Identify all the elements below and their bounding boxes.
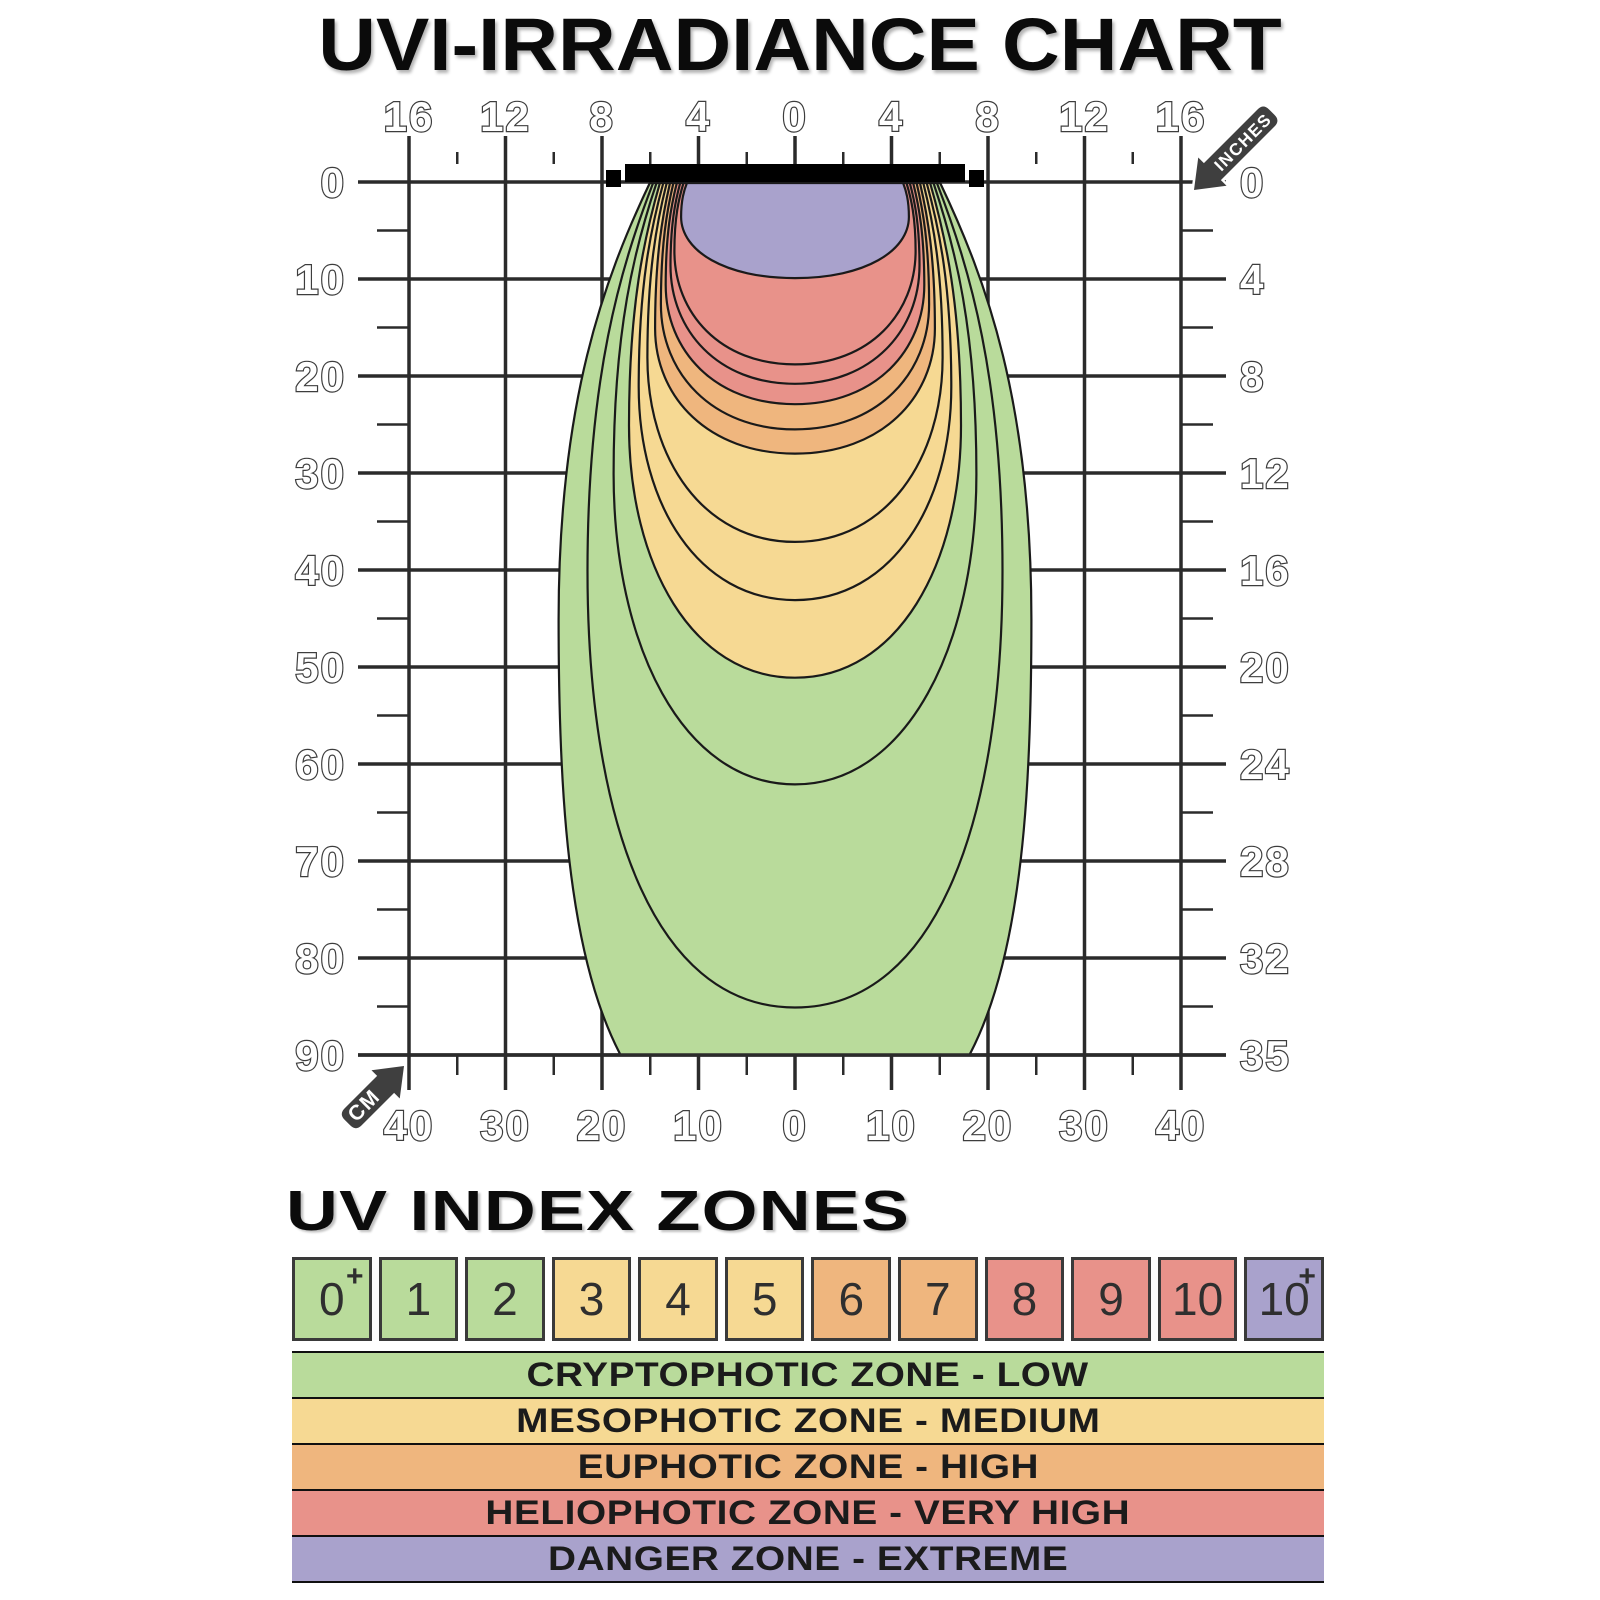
bottom-axis-label: 20 <box>963 1102 1014 1149</box>
uv-scale-box-4: 4 <box>638 1257 718 1341</box>
left-axis-label: 10 <box>295 256 346 303</box>
right-axis-label: 16 <box>1240 547 1291 594</box>
legend-row-label: CRYPTOPHOTIC ZONE - LOW <box>526 1355 1090 1394</box>
top-axis-label: 0 <box>782 93 807 140</box>
right-axis-label: 28 <box>1240 838 1291 885</box>
left-axis-label: 60 <box>295 741 346 788</box>
zone-legend: CRYPTOPHOTIC ZONE - LOW MESOPHOTIC ZONE -… <box>292 1351 1324 1583</box>
top-axis-label: 4 <box>879 93 904 140</box>
right-axis-label: 4 <box>1240 256 1265 303</box>
legend-row-label: HELIOPHOTIC ZONE - VERY HIGH <box>485 1493 1131 1532</box>
left-axis-label: 40 <box>295 547 346 594</box>
top-axis-label: 12 <box>480 93 531 140</box>
right-axis-label: 12 <box>1240 450 1291 497</box>
legend-row-very_high: HELIOPHOTIC ZONE - VERY HIGH <box>292 1489 1324 1535</box>
right-axis-label: 20 <box>1240 644 1291 691</box>
lamp-end-cap-right <box>969 170 984 187</box>
uv-index-zones-title: UV INDEX ZONES <box>286 1179 911 1243</box>
left-axis-label: 80 <box>295 935 346 982</box>
uv-scale-plus: + <box>346 1260 364 1293</box>
uv-scale-value: 6 <box>838 1273 865 1325</box>
top-axis-label: 16 <box>1156 93 1207 140</box>
uv-scale-plus: + <box>1298 1260 1316 1293</box>
left-axis-label: 20 <box>295 353 346 400</box>
uv-scale-value: 4 <box>665 1273 691 1325</box>
top-axis-label: 4 <box>686 93 711 140</box>
uv-scale-box-10+: 10 + <box>1244 1257 1324 1341</box>
bottom-axis-label: 10 <box>866 1102 917 1149</box>
legend-row-medium: MESOPHOTIC ZONE - MEDIUM <box>292 1397 1324 1443</box>
left-axis-label: 30 <box>295 450 346 497</box>
legend-row-label: MESOPHOTIC ZONE - MEDIUM <box>515 1401 1101 1440</box>
uv-scale-box-9: 9 <box>1071 1257 1151 1341</box>
uv-scale-value: 3 <box>578 1273 605 1325</box>
uv-scale-value: 5 <box>751 1273 778 1325</box>
right-axis-label: 24 <box>1240 741 1291 788</box>
lamp-end-cap-left <box>606 170 621 187</box>
uv-scale-value: 2 <box>492 1273 518 1325</box>
uv-scale-value: 8 <box>1011 1273 1038 1325</box>
uvi-contour-10+ <box>679 181 911 280</box>
left-axis-label: 70 <box>295 838 346 885</box>
top-axis-label: 8 <box>589 93 614 140</box>
uvi-contours <box>557 181 1033 1054</box>
top-axis-label: 12 <box>1059 93 1110 140</box>
legend-row-low: CRYPTOPHOTIC ZONE - LOW <box>292 1351 1324 1397</box>
uv-scale-box-0+: 0 + <box>292 1257 372 1341</box>
uv-index-scale: 0 +1 2 3 4 5 6 7 8 9 10 10 + <box>292 1257 1324 1341</box>
bottom-axis-label: 0 <box>782 1102 807 1149</box>
uv-scale-box-8: 8 <box>984 1257 1065 1341</box>
uv-scale-box-1: 1 <box>378 1257 459 1341</box>
legend-row-label: DANGER ZONE - EXTREME <box>547 1539 1069 1578</box>
bottom-axis-label: 20 <box>577 1102 628 1149</box>
uv-scale-value: 1 <box>405 1273 432 1325</box>
uv-scale-box-3: 3 <box>551 1257 632 1341</box>
uv-scale-box-5: 5 <box>724 1257 805 1341</box>
right-axis-label: 0 <box>1240 159 1265 206</box>
left-axis-label: 50 <box>295 644 346 691</box>
uv-scale-box-2: 2 <box>465 1257 545 1341</box>
uv-scale-box-7: 7 <box>898 1257 978 1341</box>
right-axis-label: 32 <box>1240 935 1291 982</box>
right-axis-label: 8 <box>1240 353 1265 400</box>
page-title: UVI-IRRADIANCE CHART <box>318 3 1282 86</box>
uv-scale-value: 7 <box>925 1273 951 1325</box>
bottom-axis-label: 30 <box>480 1102 531 1149</box>
top-axis-label: 8 <box>975 93 1000 140</box>
bottom-axis-label: 40 <box>384 1102 435 1149</box>
uv-scale-value: 10 <box>1258 1273 1310 1325</box>
right-axis-label: 35 <box>1240 1032 1291 1079</box>
uv-scale-value: 10 <box>1171 1273 1224 1325</box>
left-axis-label: 0 <box>321 159 346 206</box>
left-axis-label: 90 <box>295 1032 346 1079</box>
legend-row-label: EUPHOTIC ZONE - HIGH <box>577 1447 1039 1486</box>
legend-row-high: EUPHOTIC ZONE - HIGH <box>292 1443 1324 1489</box>
lamp-tube <box>625 164 965 182</box>
uv-lamp <box>606 164 984 187</box>
uv-scale-box-10: 10 <box>1157 1257 1238 1341</box>
bottom-axis-label: 40 <box>1156 1102 1207 1149</box>
bottom-axis-label: 10 <box>673 1102 724 1149</box>
legend-row-extreme: DANGER ZONE - EXTREME <box>292 1535 1324 1583</box>
uv-scale-box-6: 6 <box>811 1257 892 1341</box>
top-axis-label: 16 <box>384 93 435 140</box>
uv-scale-value: 0 <box>318 1273 345 1325</box>
bottom-axis-label: 30 <box>1059 1102 1110 1149</box>
uv-scale-value: 9 <box>1098 1273 1124 1325</box>
